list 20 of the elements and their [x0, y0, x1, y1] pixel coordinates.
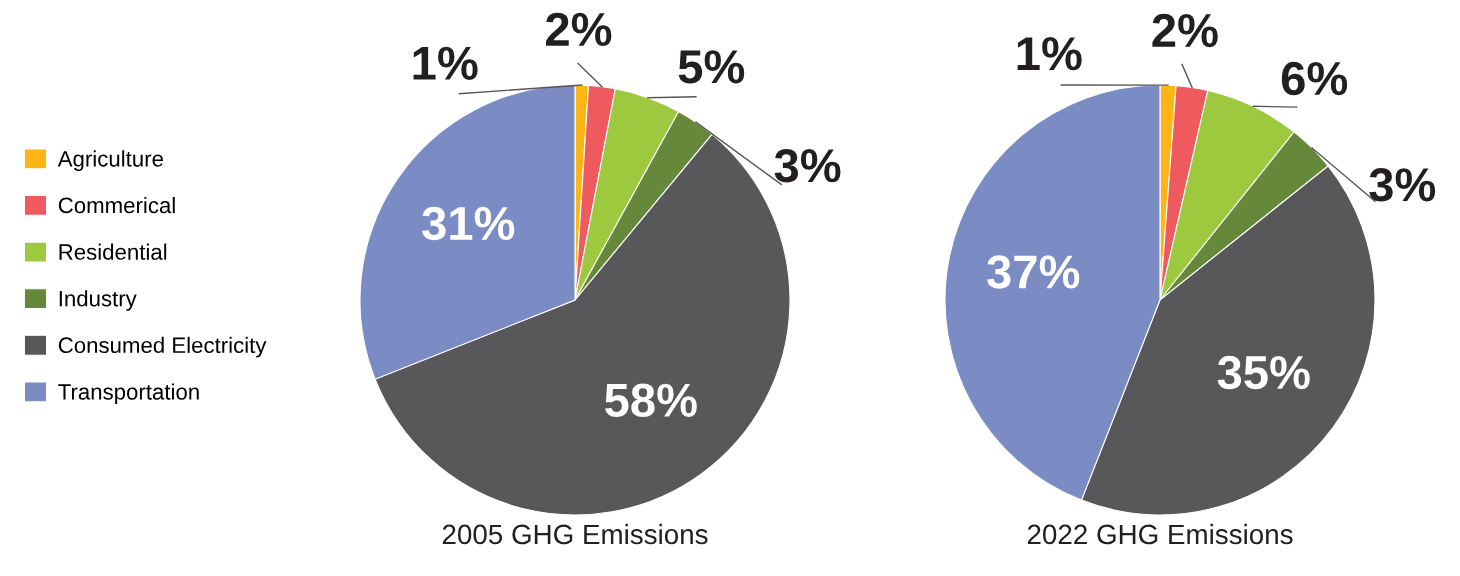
- legend-label: Industry: [59, 290, 137, 311]
- data-label: 3%: [1369, 168, 1436, 202]
- text: 2005 GHG Emissions: [442, 523, 708, 545]
- data-label: 3%: [774, 148, 841, 183]
- data-label: 1%: [413, 46, 478, 80]
- data-label: 31%: [422, 206, 515, 241]
- data-label: 6%: [1281, 61, 1348, 96]
- legend-label: Transportation: [58, 383, 199, 405]
- data-label: 35%: [1217, 355, 1310, 390]
- data-label: 1%: [1017, 37, 1082, 71]
- legend-label: Residential: [59, 243, 167, 260]
- data-label: 2%: [1152, 13, 1218, 48]
- legend-label: Commerical: [58, 196, 175, 214]
- data-label: 37%: [987, 255, 1080, 289]
- data-label: 5%: [678, 50, 745, 84]
- text: 2022 GHG Emissions: [1027, 523, 1293, 545]
- legend-label: Consumed Electricity: [58, 336, 267, 358]
- data-label: 58%: [605, 383, 697, 418]
- data-label: 2%: [546, 12, 612, 46]
- legend-label: Agriculture: [57, 150, 163, 172]
